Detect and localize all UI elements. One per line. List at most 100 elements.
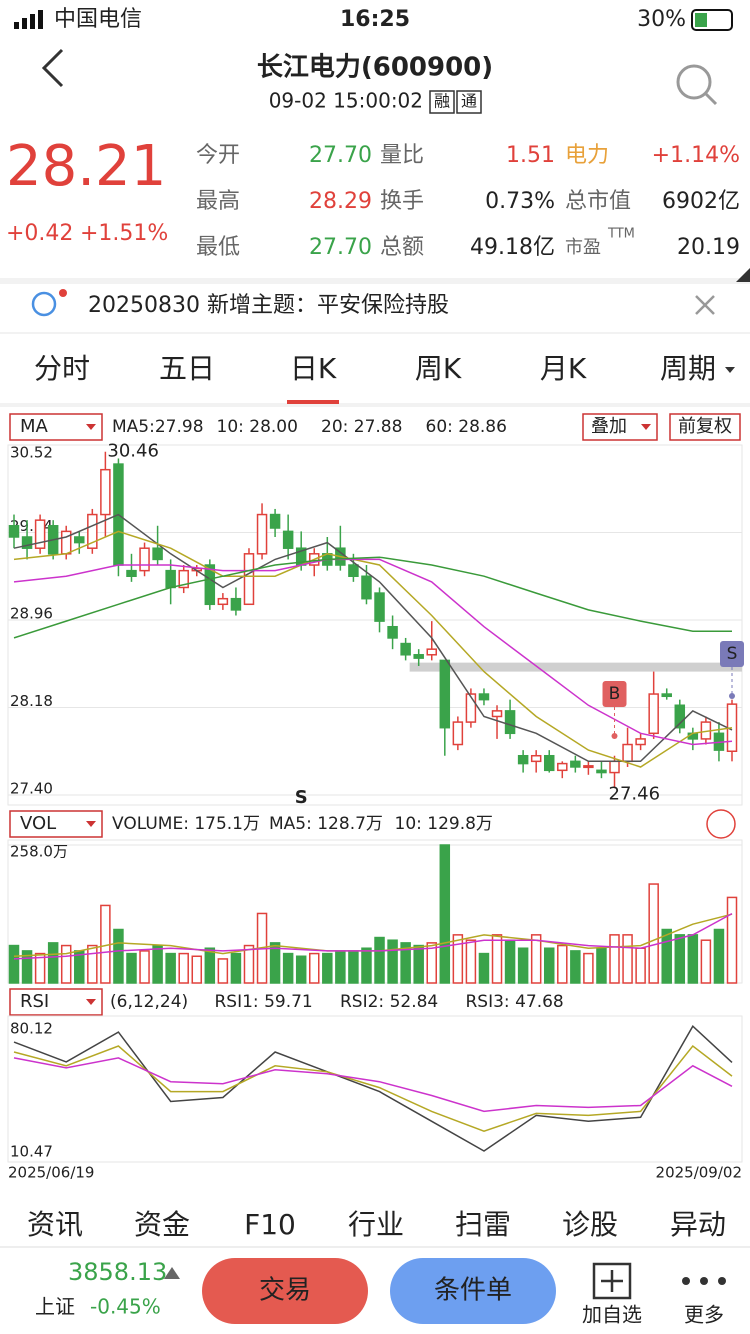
- fullscreen-button[interactable]: [706, 809, 736, 839]
- period-tab[interactable]: 周K: [415, 352, 462, 385]
- candle-body: [165, 569, 176, 589]
- candle-body: [387, 625, 398, 639]
- volume-bar: [204, 947, 216, 984]
- candle-body: [8, 525, 20, 538]
- badge-box: [429, 90, 455, 114]
- volume-bar: [465, 939, 477, 984]
- trade-marker: S: [295, 787, 308, 808]
- search-button[interactable]: [676, 64, 712, 100]
- candle-body: [348, 564, 359, 577]
- dropdown-arrow: [86, 424, 96, 430]
- volume-bar: [269, 942, 281, 984]
- candle-body: [622, 743, 633, 763]
- notice-dot: [59, 289, 67, 297]
- more-icon[interactable]: [682, 1277, 726, 1285]
- volume-bar: [583, 952, 594, 984]
- overlay-label: 叠加: [591, 416, 627, 437]
- candle-body: [60, 530, 72, 555]
- info-tab[interactable]: 资金: [134, 1208, 190, 1241]
- back-button[interactable]: [41, 48, 64, 88]
- candle-body: [87, 513, 98, 549]
- ma-button-box[interactable]: [9, 413, 103, 441]
- candle-body: [21, 536, 33, 549]
- close-button[interactable]: [695, 295, 715, 315]
- last-price: 28.21: [6, 134, 166, 199]
- volume-bar: [8, 944, 20, 984]
- volume-bar: [322, 952, 333, 984]
- candle-body: [178, 569, 189, 589]
- adjust-button[interactable]: [669, 413, 741, 441]
- volume-bar: [295, 955, 307, 984]
- price-annotation: 30.46: [107, 441, 159, 462]
- period-tab[interactable]: 分时: [34, 352, 90, 385]
- volume-bar: [726, 896, 738, 984]
- candle-body: [269, 513, 281, 529]
- quote-label: 量比: [380, 143, 424, 168]
- quote-label: 最高: [196, 189, 240, 214]
- volume-bar: [126, 952, 137, 984]
- trade-button[interactable]: [202, 1258, 368, 1324]
- battery-icon: [691, 9, 733, 31]
- badge-box: [456, 90, 482, 114]
- info-tab[interactable]: 诊股: [562, 1208, 618, 1241]
- y-tick-label: 258.0万: [10, 843, 68, 861]
- indicator-legend: 60: 28.86: [426, 417, 507, 437]
- index-name: 上证: [35, 1295, 75, 1319]
- condition-button[interactable]: [390, 1258, 556, 1324]
- clock: 16:25: [340, 7, 410, 32]
- info-tab[interactable]: F10: [244, 1208, 296, 1241]
- divider: [0, 332, 750, 334]
- info-tab[interactable]: 扫雷: [455, 1208, 511, 1241]
- volume-bar: [622, 934, 633, 984]
- candle-body: [204, 564, 216, 606]
- volume-bar: [439, 844, 451, 984]
- ma-line: [13, 556, 732, 639]
- quote-label: 总额: [380, 235, 424, 260]
- info-tab[interactable]: 行业: [348, 1208, 404, 1241]
- candle-body: [491, 710, 503, 718]
- period-tab[interactable]: 五日: [159, 352, 215, 385]
- candle-body: [504, 710, 516, 735]
- period-tab[interactable]: 周期: [660, 352, 716, 385]
- volume-bar: [152, 944, 163, 984]
- vol-button-box[interactable]: [9, 810, 103, 838]
- info-tab[interactable]: 资讯: [27, 1208, 83, 1241]
- candle-body: [609, 760, 620, 774]
- period-tab[interactable]: 月K: [540, 352, 587, 385]
- signal-icon: [14, 10, 43, 29]
- candle-body: [100, 468, 111, 516]
- indicator-legend: VOLUME: 175.1万: [112, 814, 260, 834]
- quote-value: 27.70: [309, 143, 372, 168]
- volume-bar: [687, 934, 699, 984]
- quote-value: 0.73%: [485, 189, 555, 214]
- candle-body: [243, 553, 255, 606]
- volume-bar: [243, 944, 255, 984]
- add-icon[interactable]: [592, 1262, 632, 1300]
- indicator-legend: 10: 129.8万: [395, 814, 493, 834]
- battery-text: 30%: [637, 7, 686, 32]
- quote-label: 电力: [565, 143, 609, 168]
- candle-body: [674, 704, 686, 729]
- info-tab[interactable]: 异动: [670, 1208, 726, 1241]
- trade-marker-box: [602, 681, 627, 707]
- volume-bar: [635, 947, 646, 984]
- volume-bar: [217, 958, 229, 984]
- y-tick-label: 10.47: [10, 1143, 53, 1161]
- candle-body: [426, 648, 437, 656]
- volume-bar: [648, 883, 659, 984]
- notice: 20250830 新增主题：平安保险持股: [88, 293, 449, 318]
- ma-line: [13, 558, 733, 746]
- marker-dot: [611, 733, 618, 739]
- volume-bar: [557, 944, 568, 984]
- candle-body: [596, 769, 607, 774]
- volume-bar: [570, 950, 581, 984]
- quote-value: 49.18亿: [470, 235, 555, 260]
- indicator-legend: 20: 27.88: [321, 417, 402, 437]
- volume-bar: [387, 939, 398, 984]
- timestamp: 09-02 15:00:02: [269, 89, 423, 113]
- y-tick-label: 28.18: [10, 692, 53, 710]
- period-tab[interactable]: 日K: [290, 352, 337, 385]
- candle-body: [465, 693, 477, 723]
- rsi-button-box[interactable]: [9, 988, 103, 1016]
